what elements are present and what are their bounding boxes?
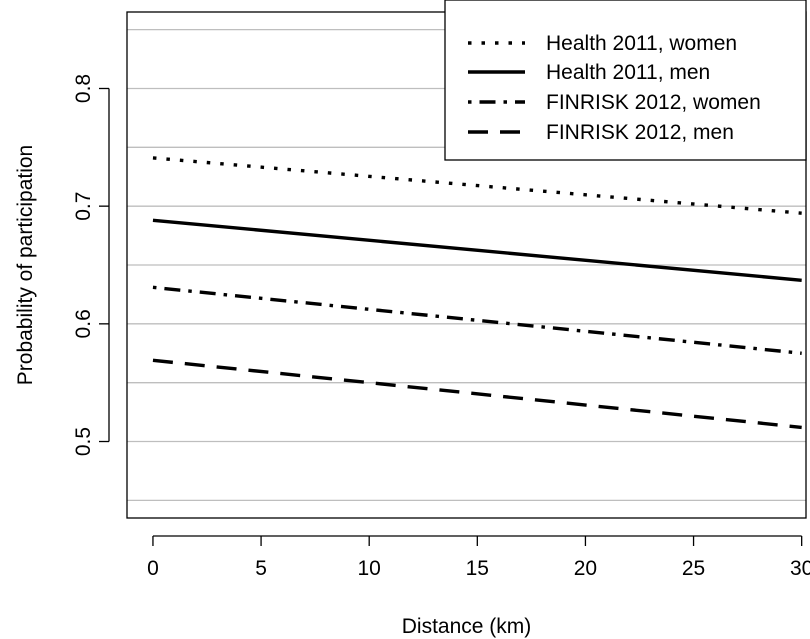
y-tick-label: 0.5: [72, 427, 95, 456]
series-line: [152, 156, 802, 215]
x-tick-label: 30: [790, 557, 810, 580]
legend-label: Health 2011, men: [546, 61, 710, 84]
legend: Health 2011, women Health 2011, men FINRIS…: [444, 0, 807, 161]
y-axis-title: Probability of participation: [14, 145, 37, 385]
x-tick-label: 20: [574, 557, 597, 580]
series-group: [152, 156, 802, 430]
y-axis: 0.5 0.6 0.7 0.8: [72, 74, 110, 456]
x-axis: 0 5 10 15 20 25 30: [147, 535, 810, 580]
x-axis-title: Distance (km): [402, 615, 532, 638]
x-tick-label: 0: [147, 557, 159, 580]
legend-label: Health 2011, women: [546, 32, 737, 55]
legend-label: FINRISK 2012, men: [546, 121, 734, 144]
x-tick-label: 15: [466, 557, 489, 580]
y-tick-label: 0.8: [72, 74, 95, 103]
legend-label: FINRISK 2012, women: [546, 91, 761, 114]
x-tick-label: 10: [358, 557, 381, 580]
series-line: [152, 285, 802, 355]
x-tick-label: 5: [255, 557, 267, 580]
y-tick-label: 0.6: [72, 309, 95, 338]
x-tick-label: 25: [682, 557, 705, 580]
series-line: [152, 218, 802, 282]
y-tick-label: 0.7: [72, 192, 95, 221]
series-line: [152, 358, 802, 430]
